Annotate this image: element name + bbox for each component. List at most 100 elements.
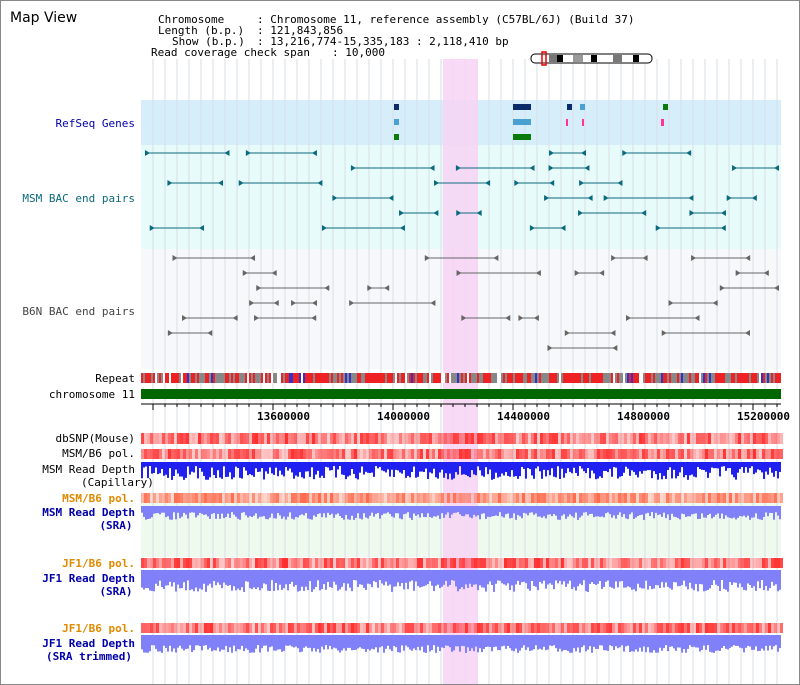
jf1-pol-strip	[459, 558, 462, 568]
msm-depth-capillary-bar	[467, 462, 469, 477]
jf1-depth-sra-bar	[229, 570, 231, 586]
track-label-msm-pol-2[interactable]: MSM/B6 pol.	[62, 492, 135, 505]
track-label-dbsnp[interactable]: dbSNP(Mouse)	[55, 432, 135, 445]
msm-pol2-strip	[732, 493, 735, 503]
jf1-pol-strip	[147, 558, 150, 568]
msm-pol2-strip	[201, 493, 204, 503]
msm-depth-capillary-bar	[173, 462, 175, 477]
repeat-segment	[655, 373, 657, 383]
jf1-pol-strip	[465, 558, 468, 568]
jf1-depth-sra-bar	[691, 570, 693, 589]
repeat-segment	[675, 373, 677, 383]
msm-pol2-strip	[282, 493, 285, 503]
msm-depth-sra-bar	[317, 506, 319, 515]
msm-depth-sra-bar	[639, 506, 641, 516]
repeat-segment	[515, 373, 517, 383]
jf1-pol-strip	[579, 558, 582, 568]
msm-depth-sra-bar	[297, 506, 299, 518]
msm-pol-strip	[153, 449, 156, 459]
msm-pol2-strip	[504, 493, 507, 503]
msm-depth-capillary-bar	[315, 462, 317, 475]
dbsnp-strip	[579, 433, 582, 444]
jf1-depth-sra-bar	[385, 570, 387, 582]
dbsnp-strip	[252, 433, 255, 444]
jf1-depth-trim-bar	[309, 635, 311, 648]
jf1-depth-sra-bar	[519, 570, 521, 585]
track-label-jf1-pol[interactable]: JF1/B6 pol.	[62, 557, 135, 570]
track-label-b6n-bac[interactable]: B6N BAC end pairs	[22, 305, 135, 318]
msm-depth-sra-bar	[555, 506, 557, 516]
msm-depth-sra-bar	[691, 506, 693, 515]
msm-pol2-strip	[753, 493, 756, 503]
msm-depth-sra-bar	[489, 506, 491, 518]
jf1-pol2-strip	[642, 623, 645, 633]
msm-depth-capillary-bar	[605, 462, 607, 472]
jf1-depth-trim-bar	[593, 635, 595, 647]
track-label-refseq[interactable]: RefSeq Genes	[55, 117, 135, 130]
msm-bac-pair	[549, 180, 555, 186]
track-label-jf1-depth[interactable]: JF1 Read Depth	[42, 572, 135, 585]
jf1-pol2-strip	[210, 623, 213, 633]
jf1-depth-sra-bar	[559, 570, 561, 581]
jf1-depth-trim-bar	[335, 635, 337, 649]
msm-depth-capillary-bar	[761, 462, 763, 473]
jf1-pol2-strip	[519, 623, 522, 633]
msm-pol2-strip	[663, 493, 666, 503]
msm-depth-capillary-bar	[387, 462, 389, 470]
jf1-pol-strip	[156, 558, 159, 568]
jf1-depth-sra-bar	[735, 570, 737, 583]
track-label-msm-depth-cap[interactable]: MSM Read Depth	[42, 463, 135, 476]
jf1-pol2-strip	[306, 623, 309, 633]
jf1-depth-sra-bar	[647, 570, 649, 590]
repeat-segment	[391, 373, 393, 383]
jf1-pol-strip	[540, 558, 543, 568]
jf1-depth-trim-bar	[757, 635, 759, 652]
msm-pol2-strip	[648, 493, 651, 503]
msm-pol-strip	[759, 449, 762, 459]
jf1-depth-sra-bar	[389, 570, 391, 585]
jf1-pol-strip	[678, 558, 681, 568]
jf1-pol-strip	[546, 558, 549, 568]
msm-pol2-strip	[225, 493, 228, 503]
jf1-pol2-strip	[474, 623, 477, 633]
dbsnp-strip	[315, 433, 318, 444]
msm-pol-strip	[303, 449, 306, 459]
repeat-segment	[417, 373, 419, 383]
repeat-segment	[277, 373, 279, 383]
msm-depth-capillary-bar	[707, 462, 709, 478]
jf1-depth-sra-bar	[443, 570, 445, 585]
jf1-pol-strip	[159, 558, 162, 568]
jf1-depth-trim-bar	[385, 635, 387, 649]
jf1-pol-strip	[243, 558, 246, 568]
repeat-segment	[443, 373, 445, 383]
jf1-depth-trim-bar	[633, 635, 635, 652]
dbsnp-strip	[633, 433, 636, 444]
jf1-pol2-strip	[252, 623, 255, 633]
jf1-depth-trim-bar	[349, 635, 351, 648]
jf1-depth-sra-bar	[447, 570, 449, 587]
jf1-pol-strip	[141, 558, 144, 568]
track-label-msm-bac[interactable]: MSM BAC end pairs	[22, 192, 135, 205]
msm-depth-sra-bar	[393, 506, 395, 518]
dbsnp-strip	[192, 433, 195, 444]
jf1-depth-sra-bar	[357, 570, 359, 587]
msm-pol-strip	[483, 449, 486, 459]
repeat-segment	[545, 373, 547, 383]
msm-depth-capillary-bar	[483, 462, 485, 477]
track-label-msm-depth-sra[interactable]: MSM Read Depth	[42, 506, 135, 519]
jf1-depth-sra-bar	[333, 570, 335, 582]
msm-depth-capillary-bar	[693, 462, 695, 477]
msm-depth-capillary-bar	[485, 462, 487, 468]
msm-depth-capillary-bar	[299, 462, 301, 473]
msm-depth-sra-bar	[187, 506, 189, 519]
msm-pol2-strip	[762, 493, 765, 503]
msm-bac-pair	[751, 195, 757, 201]
jf1-depth-trim-bar	[467, 635, 469, 648]
track-label-msm-pol[interactable]: MSM/B6 pol.	[62, 447, 135, 460]
jf1-depth-sra-bar	[399, 570, 401, 587]
jf1-pol-strip	[360, 558, 363, 568]
jf1-depth-sra-bar	[523, 570, 525, 582]
track-label-jf1-depth-2[interactable]: JF1 Read Depth	[42, 637, 135, 650]
track-label-jf1-pol-2[interactable]: JF1/B6 pol.	[62, 622, 135, 635]
